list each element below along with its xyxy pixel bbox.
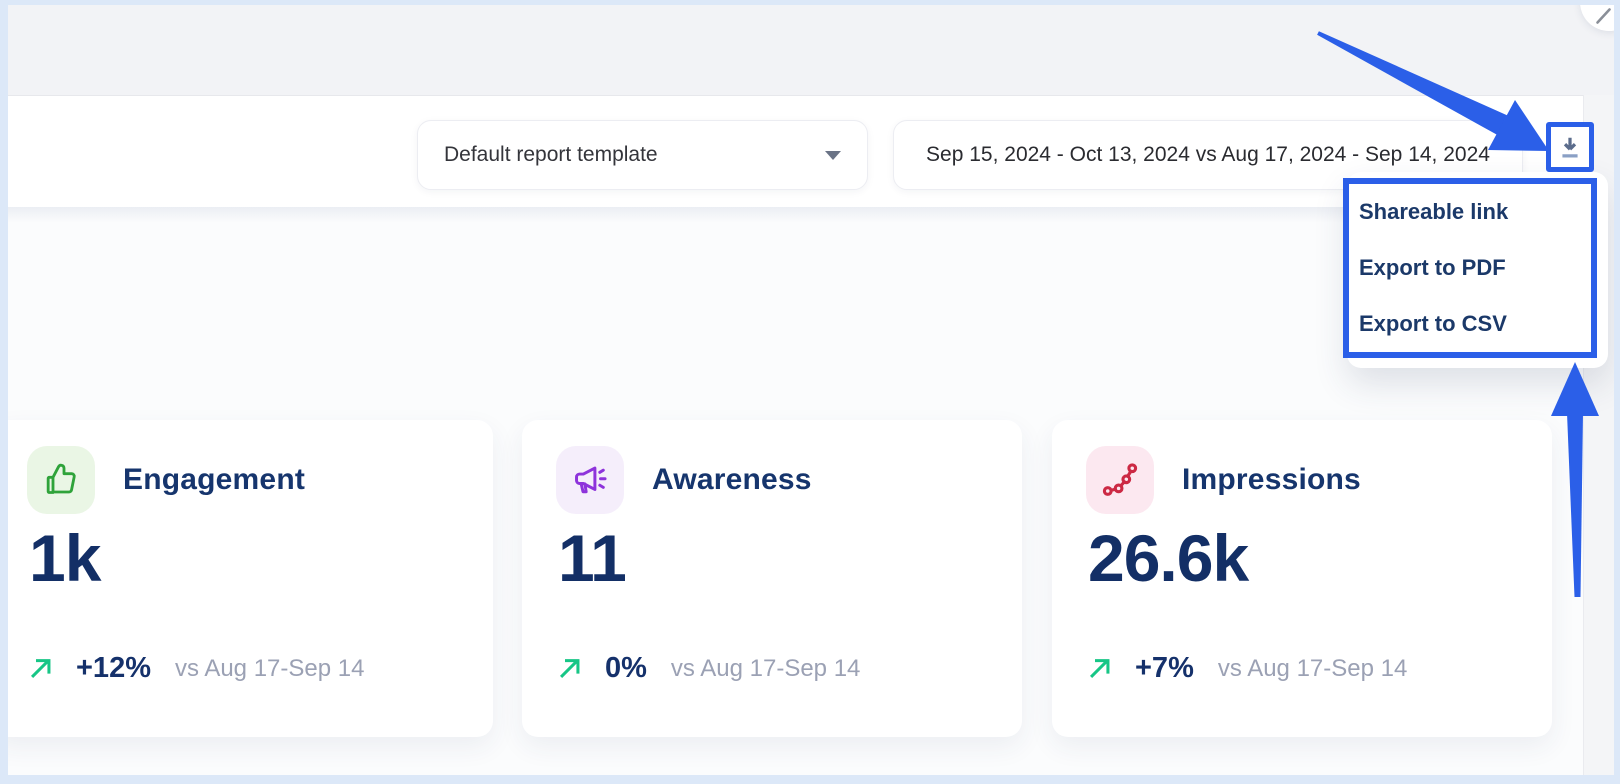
metric-comparison: vs Aug 17-Sep 14 — [670, 654, 861, 682]
trend-up-icon — [1089, 659, 1110, 679]
metric-title: Awareness — [652, 463, 812, 496]
menu-item-export-csv[interactable]: Export to CSV — [1359, 311, 1507, 336]
chevron-down-icon — [825, 150, 841, 160]
date-range-value: Sep 15, 2024 - Oct 13, 2024 vs Aug 17, 2… — [926, 143, 1490, 166]
metric-comparison: vs Aug 17-Sep 14 — [174, 654, 365, 682]
template-select[interactable]: Default report template — [417, 120, 868, 190]
trend-up-icon — [30, 659, 51, 679]
menu-item-export-pdf[interactable]: Export to PDF — [1359, 255, 1506, 280]
menu-item-shareable-link[interactable]: Shareable link — [1359, 199, 1509, 224]
metric-change: +12% — [76, 652, 151, 684]
metric-card-awareness: Awareness 11 0% vs Aug 17-Sep 14 — [522, 420, 1022, 737]
download-icon — [1562, 137, 1578, 158]
metric-value: 1k — [29, 521, 101, 595]
share-network-icon — [1086, 446, 1154, 514]
metric-card-impressions: Impressions 26.6k +7% vs Aug 17-Sep 14 — [1052, 420, 1552, 737]
export-menu: Shareable link Export to PDF Export to C… — [1343, 178, 1597, 358]
metric-change: 0% — [605, 652, 647, 684]
top-bar — [8, 5, 1614, 96]
thumbs-up-icon — [27, 446, 95, 514]
template-select-value: Default report template — [444, 143, 658, 166]
edit-pencil-icon — [1596, 8, 1611, 24]
metric-value: 26.6k — [1088, 521, 1249, 595]
metric-card-engagement: Engagement 1k +12% vs Aug 17-Sep 14 — [8, 420, 493, 737]
trend-up-icon — [559, 659, 580, 679]
download-button[interactable] — [1546, 122, 1594, 172]
metric-title: Impressions — [1182, 463, 1361, 496]
metric-value: 11 — [558, 521, 627, 595]
content-area: Engagement 1k +12% vs Aug 17-Sep 14 — [8, 207, 1614, 775]
metric-title: Engagement — [123, 463, 306, 496]
metric-comparison: vs Aug 17-Sep 14 — [1217, 654, 1408, 682]
megaphone-icon — [556, 446, 624, 514]
report-page: Default report template Sep 15, 2024 - O… — [8, 5, 1614, 775]
metric-change: +7% — [1135, 652, 1194, 684]
